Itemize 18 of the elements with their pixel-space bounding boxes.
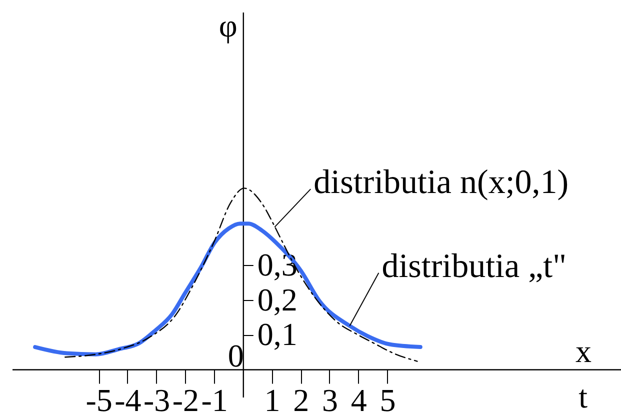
x-tick-label: 2 <box>293 382 310 415</box>
x-tick-label: 4 <box>350 382 367 415</box>
x-tick-label: -2 <box>172 382 200 415</box>
x-tick-label: -4 <box>114 382 142 415</box>
annotation: 0 <box>228 337 244 374</box>
x-tick-label: -5 <box>86 382 112 415</box>
x-tick-label: 5 <box>380 382 396 415</box>
annotation: t <box>578 378 588 414</box>
annotation: distributia „t" <box>382 248 566 285</box>
x-tick-label: 1 <box>264 382 280 415</box>
x-axis-title: x <box>576 332 592 369</box>
x-tick-label: 3 <box>322 382 338 415</box>
y-axis-title: φ <box>218 8 238 44</box>
y-tick-label: 0,2 <box>257 281 298 318</box>
x-tick-label: -1 <box>201 382 228 415</box>
y-tick-label: 0,1 <box>257 316 298 352</box>
annotation: distributia n(x;0,1) <box>314 164 569 202</box>
x-tick-label: -3 <box>143 382 170 415</box>
